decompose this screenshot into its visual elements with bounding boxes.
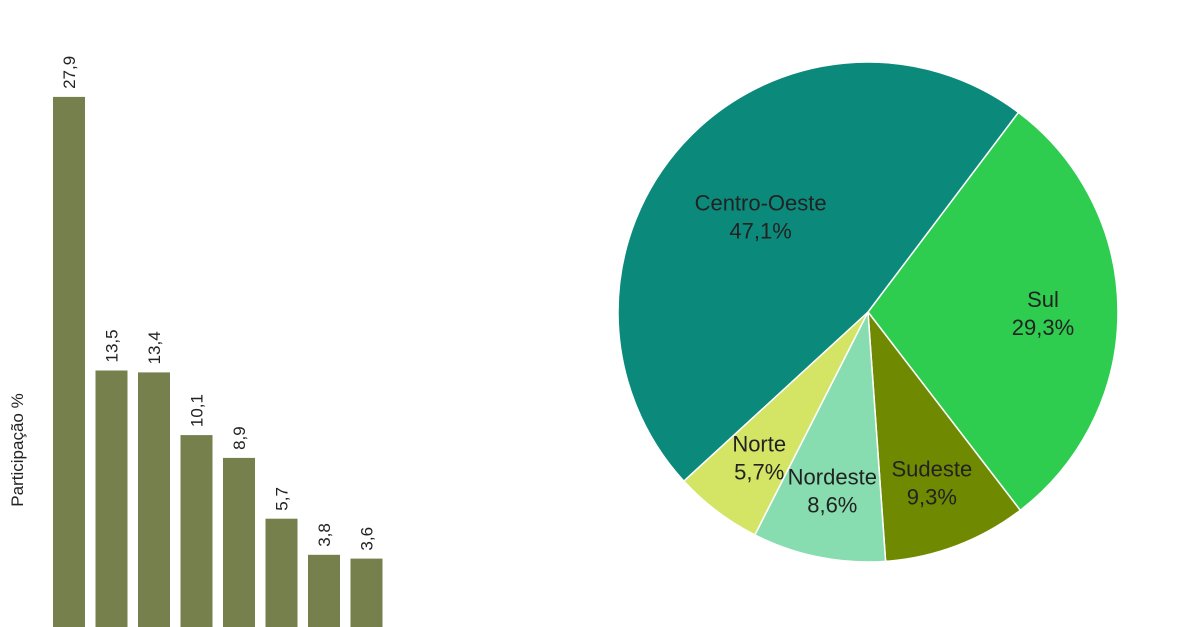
bar-0 <box>53 96 85 627</box>
pie-slice-value-label: 9,3% <box>907 484 957 509</box>
y-axis-label: Participação % <box>8 393 27 506</box>
pie-slice-label: Nordeste <box>788 464 877 489</box>
bar-value-label-2: 13,4 <box>145 331 164 364</box>
bar-value-label-3: 10,1 <box>188 394 207 427</box>
bar-4 <box>223 457 255 627</box>
pie-slice-sul <box>867 111 1119 512</box>
pie-slice-value-label: 8,6% <box>807 492 857 517</box>
bar-value-label-6: 3,8 <box>315 523 334 547</box>
bar-value-label-0: 27,9 <box>60 56 79 89</box>
pie-slice-label: Sul <box>1027 287 1059 312</box>
bar-7 <box>350 558 383 627</box>
pie-slice-nordeste <box>753 309 887 563</box>
pie-slice-label: Centro-Oeste <box>695 191 827 216</box>
bar-value-label-1: 13,5 <box>103 329 122 362</box>
pie-slice-label: Sudeste <box>891 456 972 481</box>
pie-slice-label: Norte <box>732 431 786 456</box>
bar-value-label-5: 5,7 <box>273 487 292 511</box>
bar-3 <box>180 435 213 627</box>
pie-slice-centro-oeste <box>617 61 1020 483</box>
bar-chart: Participação % 27,9 13,5 13,4 10,1 8,9 5,7 3,8… <box>8 56 383 627</box>
bar-5 <box>265 518 298 627</box>
bar-value-label-4: 8,9 <box>230 426 249 450</box>
pie-slice-value-label: 5,7% <box>734 459 784 484</box>
bar-1 <box>95 370 128 627</box>
pie-chart: Sul 29,3% Sudeste 9,3% Nordeste 8,6% Norte 5,7%… <box>617 61 1119 563</box>
bar-2 <box>138 372 170 627</box>
pie-slice-sudeste <box>867 309 1022 563</box>
pie-slice-value-label: 47,1% <box>729 219 791 244</box>
bar-6 <box>308 554 340 627</box>
bar-value-label-7: 3,6 <box>358 527 377 551</box>
pie-slice-value-label: 29,3% <box>1012 315 1074 340</box>
